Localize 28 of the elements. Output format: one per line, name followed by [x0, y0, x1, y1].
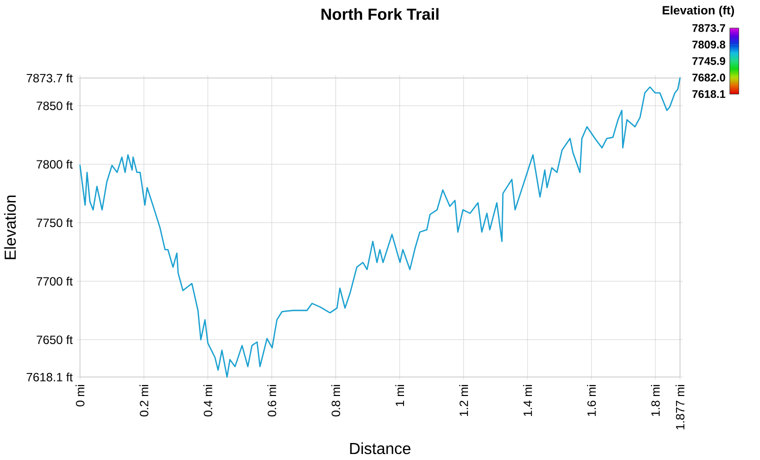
x-tick-label: 1.6 mi [587, 385, 596, 416]
line-series [79, 77, 681, 378]
x-tick-label: 0.2 mi [140, 385, 148, 416]
y-tick-label: 7750 ft [36, 218, 73, 228]
color-bar-label: 7682.0 [692, 74, 726, 82]
x-tick-label: 1.4 mi [523, 385, 532, 416]
x-tick-label: 0.4 mi [203, 385, 212, 416]
color-bar-title: Elevation (ft) [662, 6, 734, 17]
y-tick-label: 7700 ft [36, 276, 73, 286]
y-tick-label: 7850 ft [36, 101, 73, 110]
x-tick-label: 1.8 mi [650, 385, 660, 416]
y-axis-title: Elevation [4, 196, 16, 260]
x-tick-label: 0.6 mi [267, 385, 276, 416]
color-bar-label: 7618.1 [692, 90, 726, 98]
y-tick-label: 7650 ft [36, 335, 73, 344]
chart-title: North Fork Trail [322, 8, 438, 20]
x-tick-label: 0 mi [76, 385, 84, 406]
x-tick-label: 0.8 mi [331, 385, 340, 416]
x-tick-label: 1.2 mi [459, 385, 468, 416]
color-bar-label: 7873.7 [692, 24, 726, 32]
x-axis-title: Distance [350, 442, 410, 454]
y-tick-label: 7873.7 ft [26, 74, 73, 82]
x-tick-label: 1.877 mi [676, 385, 684, 430]
color-bar-label: 7745.9 [692, 57, 726, 65]
color-bar-label: 7809.8 [692, 40, 726, 48]
y-tick-label: 7618.1 ft [26, 372, 73, 382]
y-tick-label: 7800 ft [36, 160, 73, 169]
x-tick-label: 1 mi [395, 385, 404, 406]
